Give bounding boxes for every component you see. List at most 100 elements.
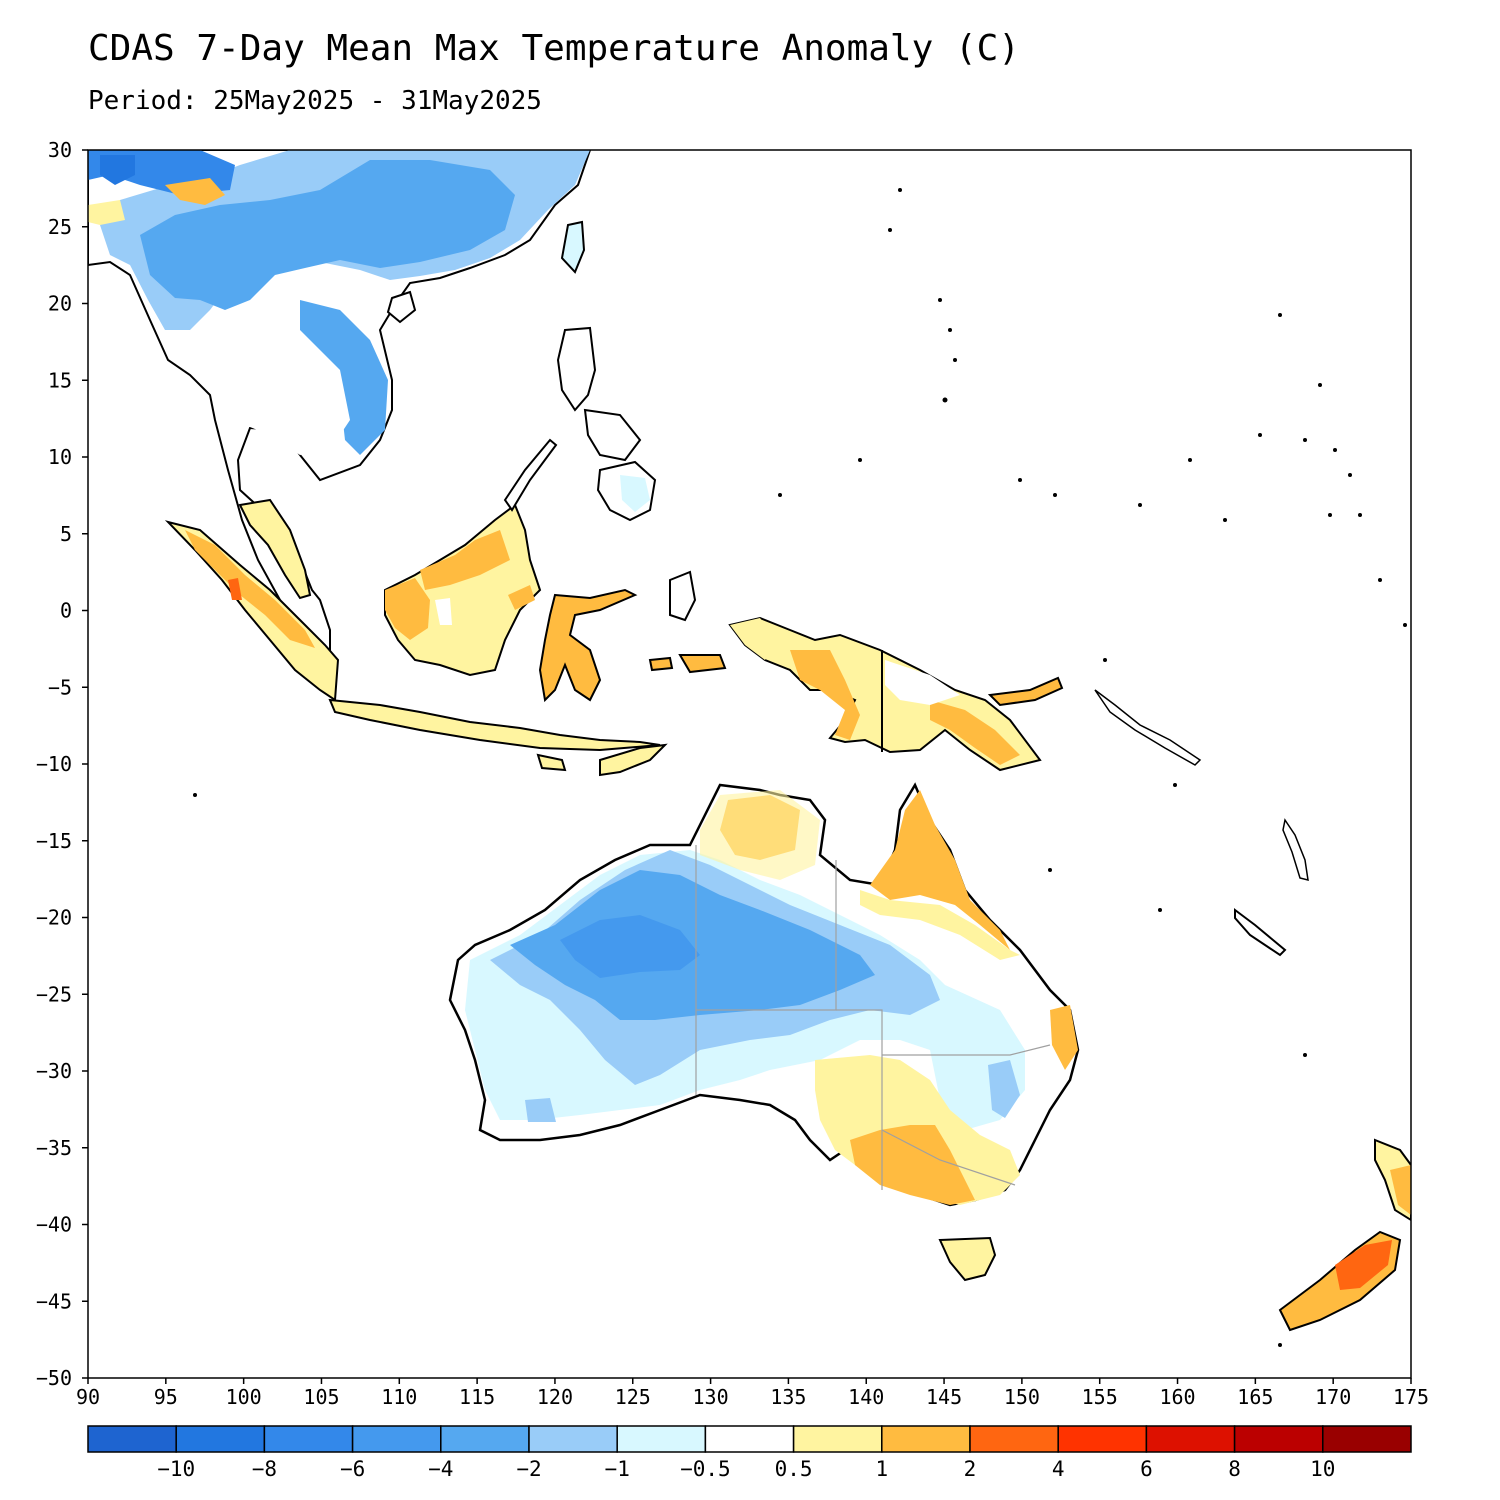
x-tick-label: 150: [1004, 1385, 1040, 1409]
y-tick-label: 25: [48, 215, 72, 239]
y-tick-label: 10: [48, 445, 72, 469]
colorbar-swatch: [87, 1425, 177, 1453]
y-tick-label: −40: [36, 1213, 72, 1237]
colorbar-swatch: [175, 1425, 266, 1453]
y-tick-label: −50: [36, 1366, 72, 1390]
taiwan-island: [560, 220, 586, 274]
palawan-island: [503, 438, 558, 512]
x-tick-label: 105: [303, 1385, 339, 1409]
indochina-neutral: [210, 320, 350, 455]
x-tick-label: 90: [76, 1385, 100, 1409]
colorbar-label: −6: [340, 1457, 365, 1481]
y-tick-label: −20: [36, 906, 72, 930]
borneo-warm-east: [508, 585, 535, 610]
x-tick-label: 165: [1237, 1385, 1273, 1409]
halmahera-island: [669, 570, 697, 622]
victoria-warm: [850, 1125, 975, 1205]
colorbar-label: 8: [1228, 1457, 1241, 1481]
colorbar-label: −10: [157, 1457, 195, 1481]
colorbar-swatch: [792, 1425, 883, 1453]
new-guinea-warm-south: [790, 650, 860, 740]
y-tick-label: −25: [36, 982, 72, 1006]
colorbar-swatch: [440, 1425, 530, 1453]
colorbar-swatch: [616, 1425, 707, 1453]
y-tick-label: −10: [36, 752, 72, 776]
x-tick-label: 125: [615, 1385, 651, 1409]
y-tick-label: 5: [60, 522, 72, 546]
australia-cold-inner: [560, 915, 700, 978]
y-tick-label: 20: [48, 292, 72, 316]
hainan-island: [386, 290, 417, 324]
y-tick-label: 15: [48, 368, 72, 392]
colorbar-label: −2: [516, 1457, 541, 1481]
x-tick-label: 175: [1393, 1385, 1429, 1409]
y-tick-label: 30: [48, 138, 72, 162]
x-tick-label: 115: [459, 1385, 495, 1409]
colorbar-swatch: [263, 1425, 354, 1453]
nw-corner-core: [100, 155, 135, 185]
colorbar-swatch: [1057, 1425, 1148, 1453]
borneo-neutral-patch: [435, 598, 452, 625]
colorbar-label: −0.5: [680, 1457, 731, 1481]
buru-seram-east: [678, 654, 727, 674]
top-end-warm-ring: [700, 790, 820, 880]
timor-island: [599, 743, 668, 777]
colorbar-label: 0.5: [775, 1457, 813, 1481]
png-neutral-highlands: [885, 660, 960, 705]
period-subtitle: Period: 25May2025 - 31May2025: [88, 86, 542, 116]
colorbar: −10 −8 −6 −4 −2 −1 −0.5 0.5 1 2 4 6 8 10: [87, 1425, 1412, 1481]
colorbar-swatch: [528, 1425, 618, 1453]
colorbar-label: 6: [1140, 1457, 1153, 1481]
x-tick-label: 135: [770, 1385, 806, 1409]
india-ne-warm: [88, 200, 125, 225]
x-tick-label: 160: [1159, 1385, 1195, 1409]
vietnam-cold: [300, 300, 388, 455]
y-tick-label: −30: [36, 1059, 72, 1083]
colorbar-label: −1: [605, 1457, 630, 1481]
x-tick-label: 130: [693, 1385, 729, 1409]
colorbar-swatch: [351, 1425, 442, 1453]
micronesia-dots: [193, 188, 1407, 1347]
colorbar-swatch: [1233, 1425, 1324, 1453]
java-island: [328, 698, 661, 752]
colorbar-label: −8: [252, 1457, 277, 1481]
myanmar-warm: [165, 178, 225, 205]
nz-north-warm: [1390, 1165, 1411, 1215]
colorbar-swatch: [1322, 1425, 1412, 1453]
x-tick-label: 140: [848, 1385, 884, 1409]
y-tick-label: −5: [48, 675, 72, 699]
y-tick-label: −45: [36, 1289, 72, 1313]
x-tick-label: 170: [1315, 1385, 1351, 1409]
china-cold-core: [140, 160, 515, 310]
x-tick-label: 100: [226, 1385, 262, 1409]
x-tick-label: 95: [154, 1385, 178, 1409]
southwest-cold-spot: [525, 1098, 556, 1122]
malay-peninsula: [238, 498, 312, 600]
colorbar-swatch: [1145, 1425, 1236, 1453]
borneo-warm-north: [420, 530, 510, 590]
nsw-cold-spot: [988, 1060, 1020, 1118]
queensland-warm: [870, 790, 1010, 950]
colorbar-label: 4: [1052, 1457, 1065, 1481]
x-tick-label: 110: [381, 1385, 417, 1409]
luzon-island: [556, 326, 597, 412]
sumatra-warm: [185, 530, 315, 648]
new-caledonia-island: [1234, 908, 1287, 957]
vanuatu-islands: [1282, 818, 1309, 882]
tasmania-island: [938, 1236, 997, 1282]
australia-state-borders: [695, 845, 1051, 1190]
solomon-islands: [1094, 689, 1202, 766]
x-tick-label: 155: [1082, 1385, 1118, 1409]
png-warm-east: [930, 700, 1020, 765]
nsw-coast-warm: [1050, 1005, 1078, 1070]
seram-island: [648, 656, 674, 672]
queensland-warm-ring: [860, 890, 1020, 960]
chart-title: CDAS 7-Day Mean Max Temperature Anomaly …: [88, 28, 1020, 69]
x-tick-label: 145: [926, 1385, 962, 1409]
borneo-warm-west: [385, 578, 430, 640]
australia-cold-core: [510, 870, 875, 1020]
sumba-island: [536, 753, 567, 772]
sumatra-hot-spot: [228, 578, 242, 600]
new-britain-island: [987, 676, 1064, 707]
